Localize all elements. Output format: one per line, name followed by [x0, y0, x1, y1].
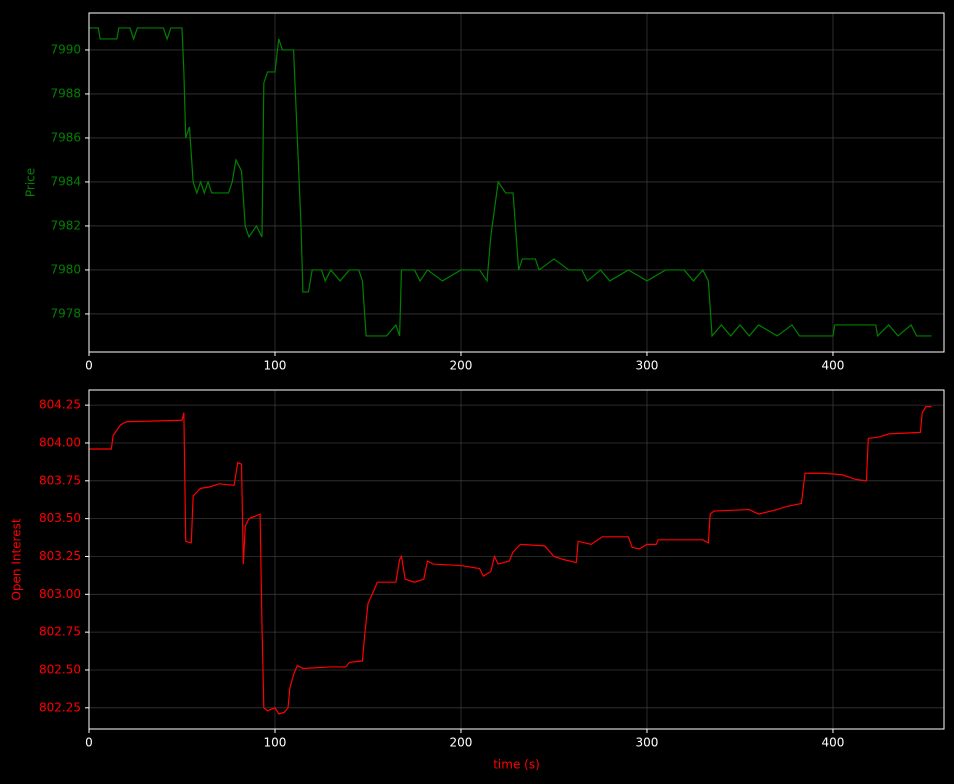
- y-tick-label: 7980: [50, 262, 81, 276]
- y-tick-label: 802.50: [39, 662, 81, 676]
- y-tick-label: 804.00: [39, 435, 81, 449]
- x-axis-label: time (s): [493, 758, 540, 772]
- y-tick-label: 804.25: [39, 398, 81, 412]
- y-tick-label: 803.25: [39, 549, 81, 563]
- x-tick-label: 0: [85, 359, 93, 373]
- line: [89, 406, 932, 715]
- y-tick-label: 803.00: [39, 587, 81, 601]
- axes-frame: [88, 12, 945, 353]
- x-tick-label: 400: [822, 359, 845, 373]
- x-tick-label: 300: [636, 736, 659, 750]
- y-axis-label: Price: [24, 168, 38, 197]
- x-tick-label: 200: [450, 359, 473, 373]
- y-tick-label: 802.75: [39, 625, 81, 639]
- x-tick-label: 200: [450, 736, 473, 750]
- plot-area: [89, 13, 944, 352]
- line: [89, 27, 932, 338]
- plot-area: [89, 390, 944, 729]
- x-tick-label: 100: [264, 736, 287, 750]
- x-tick-label: 100: [264, 359, 287, 373]
- y-tick-label: 802.25: [39, 700, 81, 714]
- y-tick-label: 7986: [50, 130, 81, 144]
- y-tick-label: 7982: [50, 218, 81, 232]
- y-tick-label: 803.50: [39, 511, 81, 525]
- x-tick-label: 400: [822, 736, 845, 750]
- x-tick-label: 0: [85, 736, 93, 750]
- y-tick-label: 7988: [50, 86, 81, 100]
- y-tick-label: 7990: [50, 42, 81, 56]
- y-tick-label: 7978: [50, 306, 81, 320]
- y-tick-label: 803.75: [39, 473, 81, 487]
- axes-frame: [88, 389, 945, 730]
- y-tick-label: 7984: [50, 174, 81, 188]
- y-axis-label: Open Interest: [10, 518, 24, 600]
- x-tick-label: 300: [636, 359, 659, 373]
